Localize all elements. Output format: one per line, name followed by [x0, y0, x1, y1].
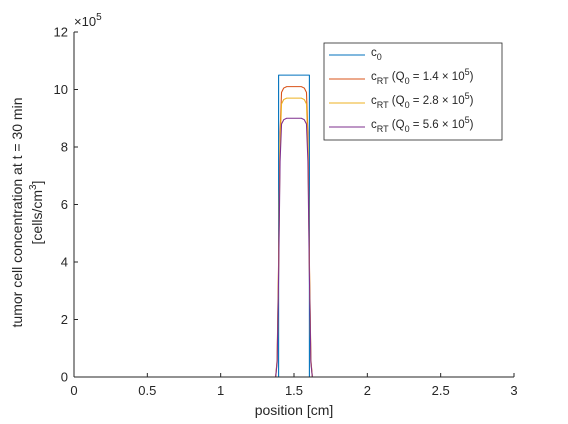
y-axis-units-power: 3 — [28, 184, 39, 190]
legend-subscript: 0 — [377, 52, 382, 62]
series-line-3 — [74, 117, 514, 378]
y-axis-label: tumor cell concentration at t = 30 min — [9, 98, 25, 328]
y-exponent-base: ×10 — [74, 14, 96, 29]
y-axis-label-units: [cells/cm3] — [28, 181, 45, 245]
legend-entry-1: cRT (Q0 = 1.4 × 105) — [371, 67, 474, 86]
legend-text-part-3: ) — [470, 71, 474, 83]
legend-text-part: (Q — [389, 95, 405, 107]
x-tick-label: 1 — [217, 383, 224, 398]
x-tick-label: 2 — [364, 383, 371, 398]
legend-entry-0: c0 — [371, 47, 382, 62]
legend-subscript-2: 0 — [405, 124, 410, 134]
legend-entry-2: cRT (Q0 = 2.8 × 105) — [371, 91, 474, 110]
legend-subscript: RT — [377, 100, 389, 110]
legend-subscript-2: 0 — [405, 76, 410, 86]
legend-superscript: 5 — [465, 91, 470, 101]
legend-text-part-2: = 1.4 × 10 — [410, 71, 465, 83]
legend-subscript-2: 0 — [405, 100, 410, 110]
legend-superscript: 5 — [465, 67, 470, 77]
y-axis-units-close: ] — [29, 181, 45, 185]
x-tick-label: 2.5 — [432, 383, 450, 398]
x-axis-label: position [cm] — [255, 402, 334, 418]
y-tick-label: 0 — [61, 370, 68, 385]
y-tick-label: 12 — [54, 25, 68, 40]
legend-entry-3: cRT (Q0 = 5.6 × 105) — [371, 115, 474, 134]
legend-superscript: 5 — [465, 115, 470, 125]
legend-subscript: RT — [377, 76, 389, 86]
legend-text-part-2: = 2.8 × 10 — [410, 95, 465, 107]
legend-subscript: RT — [377, 124, 389, 134]
y-tick-label: 4 — [61, 255, 68, 270]
legend-text-part: (Q — [389, 119, 405, 131]
y-tick-label: 2 — [61, 312, 68, 327]
legend-text-part: (Q — [389, 71, 405, 83]
y-tick-label: 8 — [61, 140, 68, 155]
legend-symbol: c — [371, 47, 377, 59]
y-tick-label: 6 — [61, 197, 68, 212]
legend-symbol: c — [371, 71, 377, 83]
x-tick-label: 1.5 — [285, 383, 303, 398]
legend-box — [323, 42, 503, 141]
legend-text-part-3: ) — [470, 95, 474, 107]
x-tick-label: 0 — [70, 383, 77, 398]
y-exponent-label: ×105 — [74, 12, 102, 29]
y-axis-units-text: [cells/cm — [29, 190, 45, 244]
x-tick-label: 3 — [510, 383, 517, 398]
y-tick-label: 10 — [54, 82, 68, 97]
legend-symbol: c — [371, 95, 377, 107]
y-exponent-power: 5 — [96, 12, 102, 23]
legend-text-part-2: = 5.6 × 10 — [410, 119, 465, 131]
legend-text-part-3: ) — [470, 119, 474, 131]
x-tick-label: 0.5 — [138, 383, 156, 398]
legend-symbol: c — [371, 119, 377, 131]
